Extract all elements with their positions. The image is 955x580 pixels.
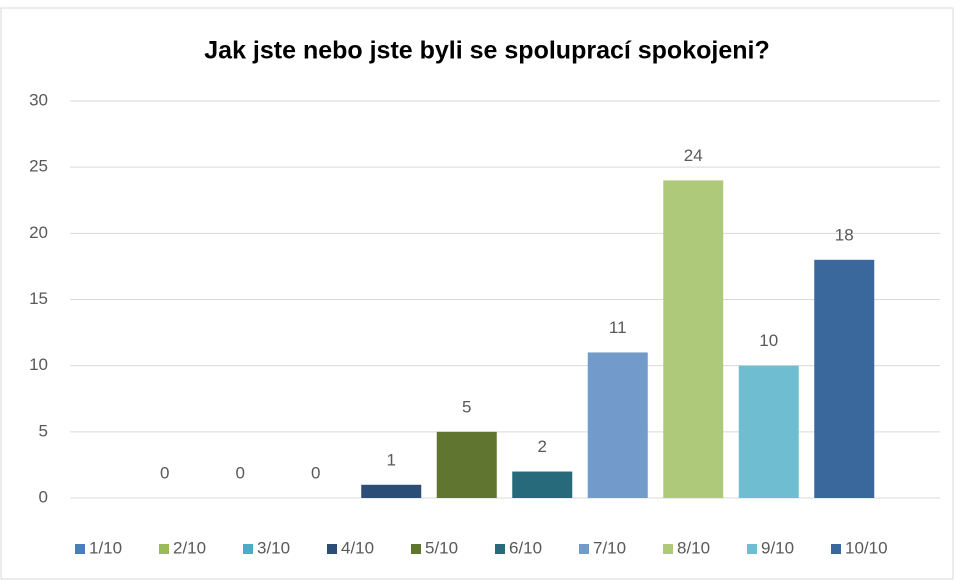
y-tick-label: 0 xyxy=(39,487,48,506)
legend-swatch xyxy=(243,544,253,554)
data-label: 24 xyxy=(684,146,703,165)
legend-label: 3/10 xyxy=(257,538,290,557)
bar xyxy=(814,259,875,498)
legend-swatch xyxy=(663,544,673,554)
bar xyxy=(738,365,799,498)
y-tick-label: 15 xyxy=(29,289,48,308)
data-label: 1 xyxy=(387,450,396,469)
legend-label: 5/10 xyxy=(425,538,458,557)
data-label: 2 xyxy=(538,437,547,456)
legend-swatch xyxy=(75,544,85,554)
legend-label: 10/10 xyxy=(845,538,888,557)
y-tick-label: 10 xyxy=(29,355,48,374)
legend-label: 1/10 xyxy=(89,538,122,557)
y-tick-label: 30 xyxy=(29,90,48,109)
bar xyxy=(587,352,648,498)
chart-title: Jak jste nebo jste byli se spoluprací sp… xyxy=(204,37,769,65)
bar xyxy=(361,484,422,498)
data-label: 10 xyxy=(759,331,778,350)
legend-swatch xyxy=(579,544,589,554)
legend-swatch xyxy=(327,544,337,554)
y-tick-label: 5 xyxy=(39,421,48,440)
y-tick-label: 25 xyxy=(29,157,48,176)
legend-label: 8/10 xyxy=(677,538,710,557)
legend-swatch xyxy=(411,544,421,554)
bar xyxy=(512,471,573,498)
data-label: 0 xyxy=(311,463,320,482)
legend-label: 2/10 xyxy=(173,538,206,557)
bar xyxy=(436,431,497,498)
legend-swatch xyxy=(495,544,505,554)
data-label: 0 xyxy=(160,463,169,482)
legend-swatch xyxy=(159,544,169,554)
legend-label: 4/10 xyxy=(341,538,374,557)
data-label: 18 xyxy=(835,225,854,244)
data-label: 5 xyxy=(462,397,471,416)
data-label: 11 xyxy=(609,318,627,337)
legend-label: 6/10 xyxy=(509,538,542,557)
legend-swatch xyxy=(831,544,841,554)
y-tick-label: 20 xyxy=(29,223,48,242)
legend-label: 9/10 xyxy=(761,538,794,557)
legend-label: 7/10 xyxy=(593,538,626,557)
bar xyxy=(663,180,724,498)
data-label: 0 xyxy=(236,463,245,482)
legend-swatch xyxy=(747,544,757,554)
